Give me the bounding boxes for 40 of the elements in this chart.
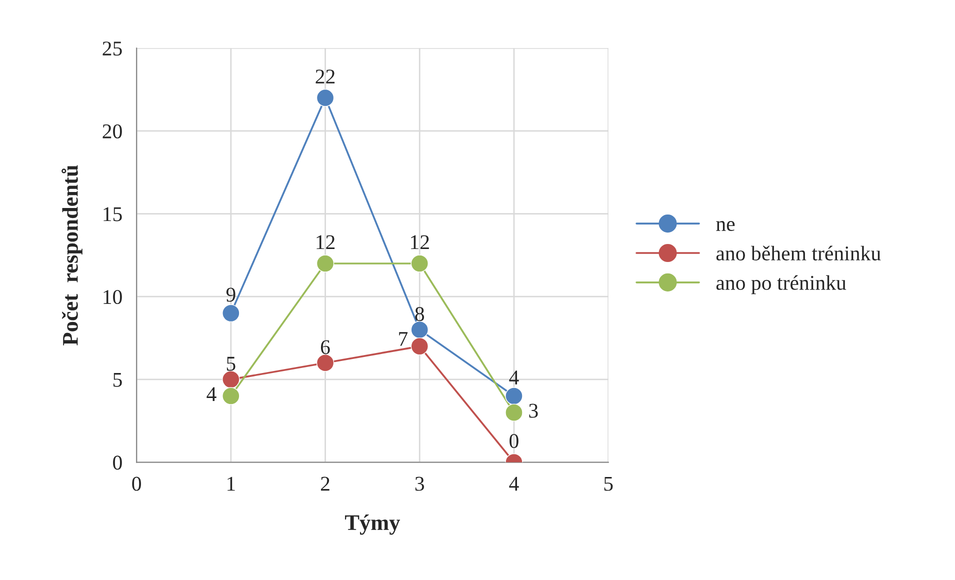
x-tick-label: 1	[228, 476, 235, 491]
legend-label: ne	[716, 221, 735, 232]
point	[222, 304, 240, 322]
point	[316, 88, 334, 107]
data-label: 8	[415, 307, 424, 322]
point	[222, 370, 240, 388]
point	[410, 254, 428, 272]
point	[410, 337, 428, 356]
point	[410, 320, 428, 339]
data-label: 22	[316, 70, 335, 84]
data-label: 4	[509, 370, 519, 384]
y-tick-label: 5	[113, 373, 122, 387]
y-axis-title: Počet respondentů	[62, 165, 82, 346]
point	[316, 354, 334, 372]
data-label: 12	[411, 235, 429, 250]
y-tick-label: 20	[102, 124, 122, 138]
x-axis-title: Týmy	[345, 514, 400, 535]
data-label: 6	[320, 340, 330, 354]
point	[505, 387, 523, 405]
data-label: 4	[206, 387, 216, 402]
point	[505, 404, 523, 422]
x-tick-label: 0	[132, 476, 141, 491]
y-tick-label: 0	[113, 456, 122, 470]
y-tick-label: 15	[104, 207, 122, 222]
data-label: 5	[226, 356, 236, 371]
data-label: 9	[226, 288, 236, 302]
point	[316, 254, 334, 272]
legend-label: ano během tréninku	[716, 246, 881, 260]
y-tick-label: 10	[104, 290, 122, 304]
data-label: 3	[529, 404, 538, 418]
data-label: 12	[316, 235, 335, 250]
x-tick-label: 3	[415, 476, 424, 491]
y-tick-label: 25	[102, 42, 122, 56]
x-tick-label: 4	[509, 476, 519, 491]
x-tick-label: 2	[320, 476, 330, 491]
point	[222, 387, 240, 405]
data-label: 0	[510, 434, 518, 448]
legend-label: ano po tréninku	[716, 275, 846, 294]
data-label: 7	[399, 332, 408, 346]
x-tick-label: 5	[604, 476, 613, 491]
